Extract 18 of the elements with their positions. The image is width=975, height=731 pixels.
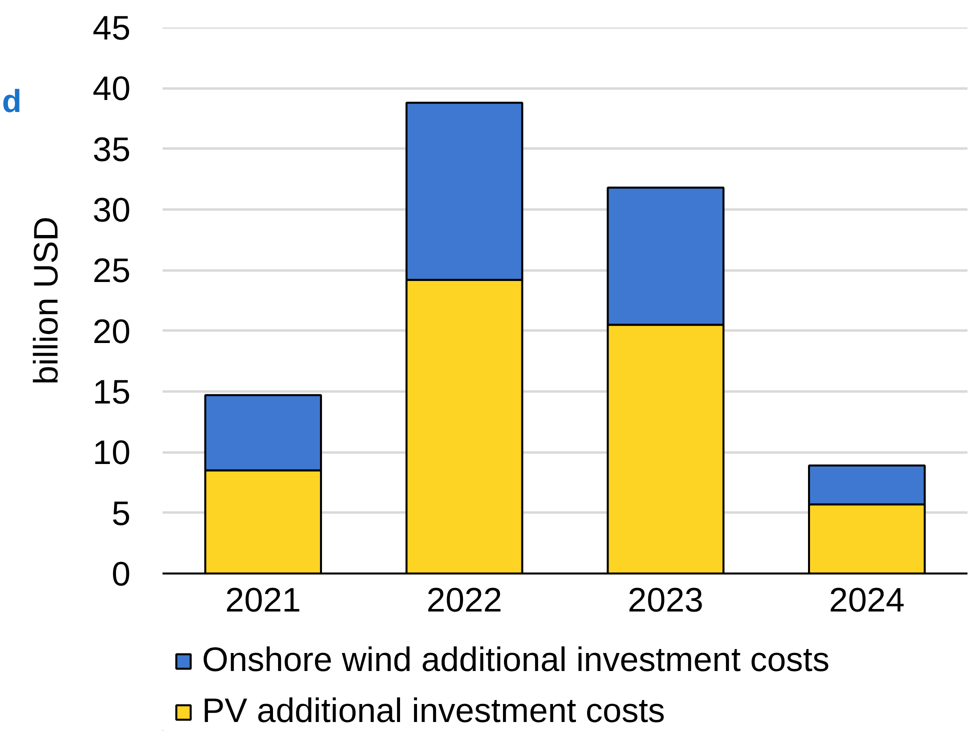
x-tick-label: 2021 xyxy=(225,582,301,620)
y-tick-label: 25 xyxy=(92,252,131,290)
legend-label: PV additional investment costs xyxy=(202,692,666,731)
y-tick-label: 10 xyxy=(92,434,131,472)
y-axis-title: billion USD xyxy=(28,216,66,385)
y-tick-label: 5 xyxy=(112,494,131,533)
y-tick-label: 45 xyxy=(92,10,131,48)
x-tick-label: 2024 xyxy=(829,582,905,620)
x-tick-label: 2023 xyxy=(628,582,704,620)
y-tick-label: 0 xyxy=(112,556,131,594)
y-tick-label: 30 xyxy=(92,192,131,230)
y-tick-label: 40 xyxy=(92,70,131,108)
y-tick-label: 15 xyxy=(92,374,131,412)
y-tick-label: 20 xyxy=(92,312,131,351)
text: d xyxy=(2,82,22,120)
x-tick-label: 2022 xyxy=(426,582,502,620)
y-tick-label: 35 xyxy=(92,130,131,169)
legend-label: Onshore wind additional investment costs xyxy=(202,641,830,680)
